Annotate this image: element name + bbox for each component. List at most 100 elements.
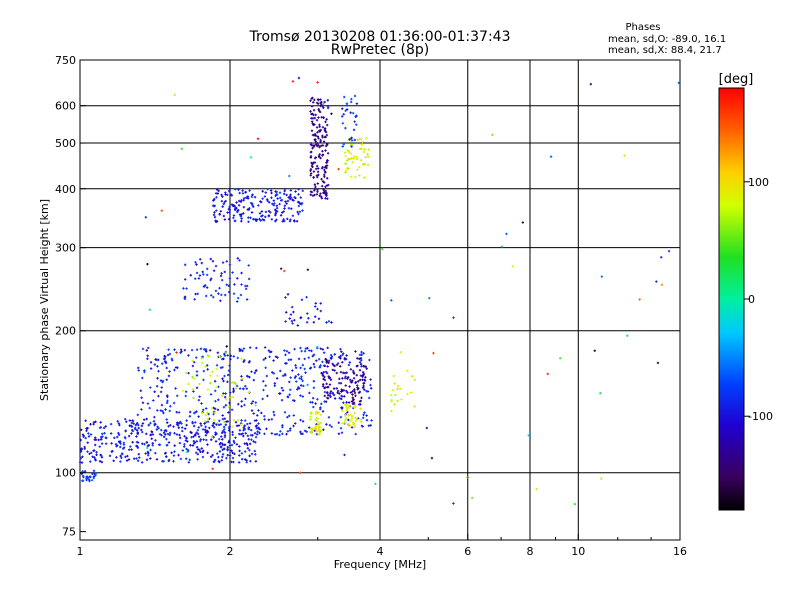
- data-point: [184, 427, 187, 430]
- data-point: [317, 144, 320, 147]
- data-point: [322, 377, 325, 381]
- data-point: [132, 422, 135, 425]
- data-point: [313, 429, 316, 432]
- data-point: [254, 460, 258, 463]
- data-point: [236, 257, 240, 260]
- data-point: [351, 396, 354, 399]
- data-point: [288, 414, 291, 418]
- data-point: [362, 381, 366, 385]
- data-point: [272, 372, 276, 375]
- data-point: [332, 393, 336, 397]
- data-point: [208, 426, 211, 430]
- data-point: [220, 193, 223, 197]
- data-point: [220, 394, 224, 397]
- data-point: [250, 428, 253, 432]
- data-point: [352, 369, 355, 373]
- data-point: [303, 357, 306, 361]
- data-point: [342, 401, 345, 404]
- data-point: [160, 209, 164, 212]
- data-point: [224, 423, 228, 426]
- data-point: [164, 361, 168, 365]
- data-point: [261, 397, 264, 401]
- data-point: [104, 442, 108, 445]
- data-point: [366, 153, 369, 156]
- data-point: [336, 362, 340, 365]
- data-point: [374, 482, 377, 486]
- data-point: [124, 417, 127, 421]
- data-point: [188, 410, 192, 414]
- data-point: [185, 437, 188, 440]
- data-point: [218, 450, 222, 453]
- data-point: [227, 405, 231, 408]
- data-point: [233, 452, 236, 456]
- data-point: [282, 192, 286, 196]
- data-point: [292, 414, 295, 417]
- data-point: [314, 426, 317, 430]
- data-point: [209, 374, 212, 377]
- data-point: [211, 259, 215, 263]
- data-point: [354, 350, 357, 353]
- data-point: [344, 162, 348, 165]
- data-point: [345, 407, 348, 410]
- data-point: [186, 440, 189, 443]
- data-point: [317, 167, 320, 170]
- data-point: [223, 417, 226, 420]
- data-point: [227, 441, 230, 444]
- data-point: [270, 196, 273, 199]
- data-point: [262, 388, 265, 392]
- data-point: [221, 195, 224, 198]
- data-point: [251, 400, 255, 403]
- data-point: [264, 215, 267, 219]
- data-point: [327, 385, 330, 389]
- data-point: [339, 370, 343, 374]
- data-point: [220, 459, 223, 462]
- data-point: [558, 357, 562, 360]
- data-point: [222, 202, 225, 206]
- data-point: [99, 453, 102, 457]
- data-point: [396, 399, 399, 403]
- data-point: [301, 420, 305, 423]
- data-point: [320, 371, 323, 375]
- x-tick-label: 10: [571, 545, 585, 558]
- data-point: [172, 401, 176, 405]
- data-point: [315, 193, 319, 196]
- data-point: [262, 218, 266, 222]
- data-point: [362, 364, 365, 368]
- data-point: [309, 156, 313, 159]
- data-point: [156, 409, 159, 412]
- data-point: [212, 422, 215, 425]
- data-point: [119, 460, 122, 463]
- data-point: [284, 353, 287, 357]
- data-point: [221, 414, 224, 417]
- data-point: [230, 408, 234, 411]
- data-point: [309, 418, 312, 421]
- data-point: [351, 393, 354, 396]
- data-point: [667, 249, 671, 253]
- data-point: [355, 123, 358, 126]
- data-point: [638, 298, 641, 301]
- data-point: [129, 445, 132, 448]
- data-point: [280, 211, 284, 214]
- data-point: [279, 369, 282, 373]
- data-point: [352, 423, 355, 426]
- data-point: [164, 433, 167, 436]
- data-point: [355, 417, 359, 421]
- data-point: [231, 425, 234, 428]
- data-point: [204, 284, 207, 287]
- data-point: [188, 415, 192, 418]
- data-point: [262, 358, 265, 361]
- data-point: [195, 356, 198, 359]
- data-point: [228, 205, 231, 209]
- data-point: [194, 421, 197, 424]
- data-point: [299, 394, 302, 397]
- data-point: [176, 421, 179, 424]
- data-point: [324, 358, 327, 361]
- data-point: [252, 412, 255, 415]
- data-point: [355, 155, 358, 159]
- data-point: [283, 219, 286, 223]
- data-point: [347, 418, 350, 422]
- data-point: [206, 443, 209, 446]
- data-point: [193, 411, 197, 414]
- data-point: [241, 432, 244, 435]
- data-point: [168, 370, 171, 373]
